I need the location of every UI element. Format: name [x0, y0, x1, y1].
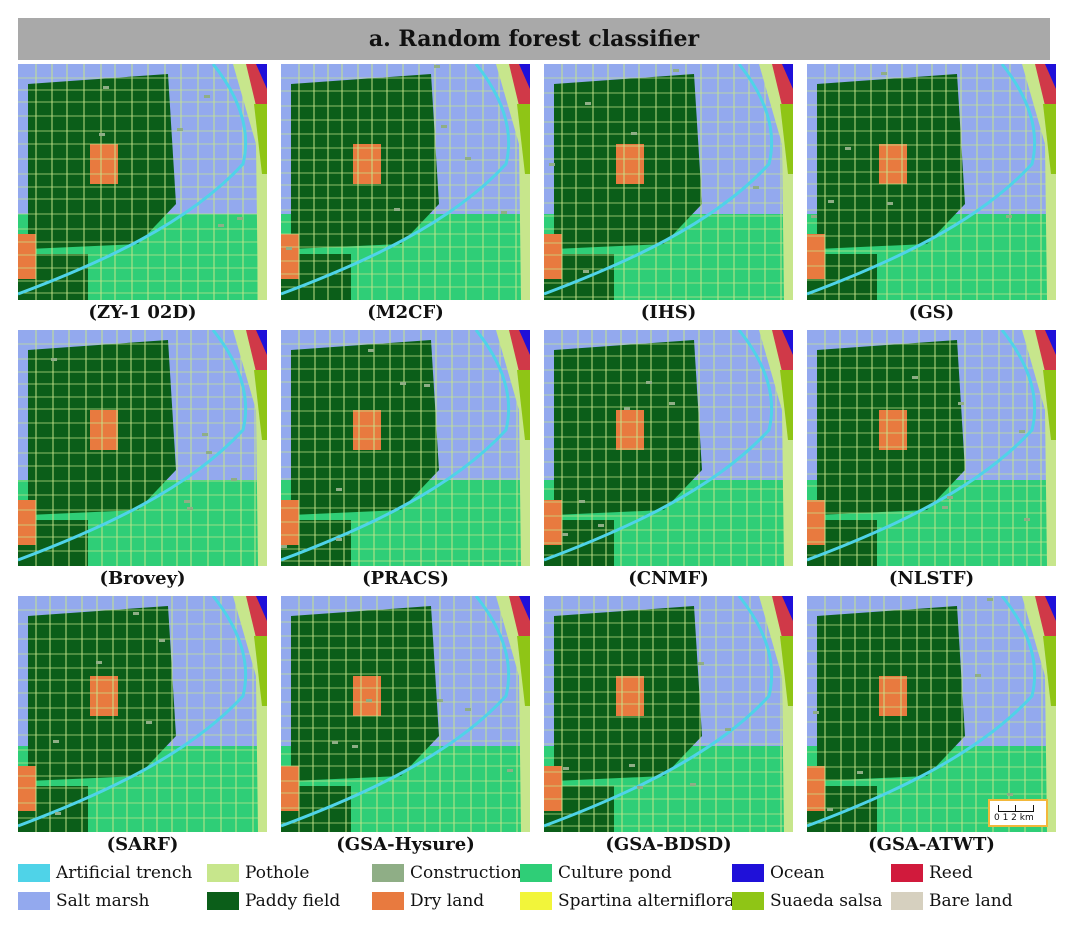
map-panel: (Brovey) — [18, 330, 267, 592]
classification-map — [807, 64, 1056, 300]
map-panel: (GSA-ATWT) — [807, 596, 1056, 858]
map-panel: (NLSTF) — [807, 330, 1056, 592]
legend-label: Culture pond — [558, 863, 672, 883]
panel-caption: (GS) — [908, 302, 955, 323]
legend-swatch — [520, 892, 552, 910]
legend-label: Paddy field — [245, 891, 341, 911]
legend-swatch — [520, 864, 552, 882]
legend-label: Construction — [410, 863, 522, 883]
legend-item: Reed — [891, 860, 973, 886]
legend-label: Dry land — [410, 891, 485, 911]
classification-map — [281, 596, 530, 832]
legend-item: Paddy field — [207, 888, 340, 914]
legend-item: Suaeda salsa — [732, 888, 882, 914]
legend-swatch — [372, 892, 404, 910]
panel-caption: (NLSTF) — [888, 568, 975, 589]
panel-caption: (SARF) — [106, 834, 179, 855]
legend-item: Bare land — [891, 888, 1013, 914]
panel-caption: (M2CF) — [367, 302, 444, 323]
legend-item: Salt marsh — [18, 888, 150, 914]
panel-caption: (CNMF) — [628, 568, 709, 589]
legend-label: Salt marsh — [56, 891, 150, 911]
map-panel: (GS) — [807, 64, 1056, 326]
legend-swatch — [18, 864, 50, 882]
legend-label: Spartina alterniflora — [558, 891, 735, 911]
figure-title: a. Random forest classifier — [18, 18, 1050, 60]
panel-caption: (PRACS) — [362, 568, 449, 589]
legend-item: Spartina alterniflora — [520, 888, 734, 914]
legend-swatch — [891, 864, 923, 882]
map-panel: (SARF) — [18, 596, 267, 858]
scale-bar-label: 0 1 2 km — [994, 813, 1034, 823]
panel-caption: (IHS) — [640, 302, 697, 323]
classification-map — [544, 64, 793, 300]
classification-map — [18, 64, 267, 300]
classification-map — [281, 330, 530, 566]
map-panel: (GSA-BDSD) — [544, 596, 793, 858]
map-panel: (GSA-Hysure) — [281, 596, 530, 858]
legend-item: Pothole — [207, 860, 310, 886]
map-panel: (M2CF) — [281, 64, 530, 326]
map-panel: (CNMF) — [544, 330, 793, 592]
legend-swatch — [207, 864, 239, 882]
legend-label: Artificial trench — [56, 863, 193, 883]
legend: Artificial trench Pothole Construction Cult… — [18, 860, 1058, 920]
legend-swatch — [891, 892, 923, 910]
legend-swatch — [372, 864, 404, 882]
classification-map — [544, 330, 793, 566]
classification-map — [807, 596, 1056, 832]
panel-caption: (Brovey) — [99, 568, 186, 589]
classification-map — [18, 596, 267, 832]
panel-caption: (GSA-Hysure) — [336, 834, 475, 855]
panel-caption: (ZY-1 02D) — [88, 302, 197, 323]
legend-swatch — [732, 892, 764, 910]
legend-item: Dry land — [372, 888, 484, 914]
map-panel: (PRACS) — [281, 330, 530, 592]
legend-swatch — [18, 892, 50, 910]
scale-bar: 0 1 2 km — [988, 799, 1048, 827]
legend-label: Suaeda salsa — [770, 891, 883, 911]
classification-map — [281, 64, 530, 300]
map-panel: (IHS) — [544, 64, 793, 326]
panel-caption: (GSA-ATWT) — [868, 834, 995, 855]
legend-swatch — [732, 864, 764, 882]
classification-map — [18, 330, 267, 566]
legend-label: Ocean — [770, 863, 825, 883]
classification-map — [807, 330, 1056, 566]
legend-item: Culture pond — [520, 860, 672, 886]
legend-label: Bare land — [929, 891, 1013, 911]
classification-map — [544, 596, 793, 832]
legend-item: Ocean — [732, 860, 825, 886]
map-panel: (ZY-1 02D) — [18, 64, 267, 326]
legend-swatch — [207, 892, 239, 910]
legend-label: Reed — [929, 863, 973, 883]
legend-item: Construction — [372, 860, 522, 886]
legend-label: Pothole — [245, 863, 310, 883]
panel-caption: (GSA-BDSD) — [605, 834, 732, 855]
legend-item: Artificial trench — [18, 860, 192, 886]
